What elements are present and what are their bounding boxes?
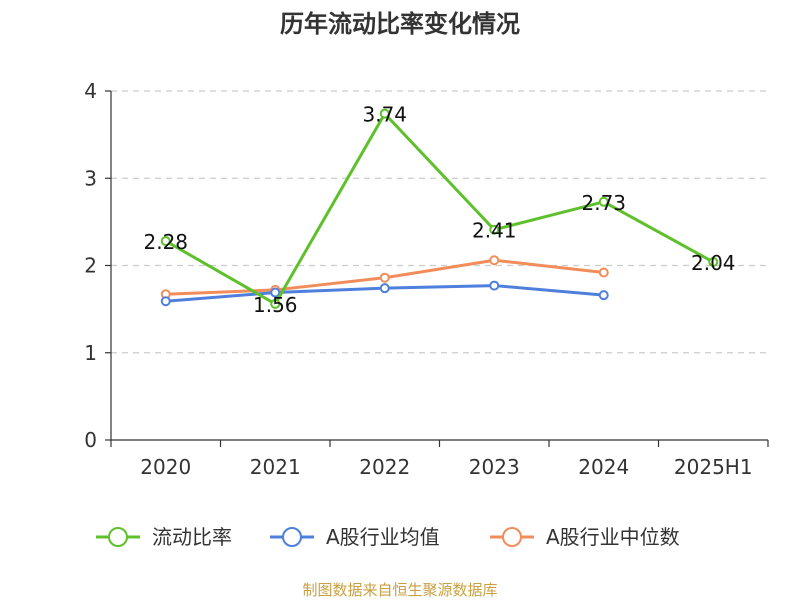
y-tick-label: 2 (84, 254, 97, 278)
source-note: 制图数据来自恒生聚源数据库 (302, 581, 497, 599)
data-point (160, 296, 171, 307)
data-label: 2.73 (581, 191, 626, 215)
data-point (489, 280, 500, 291)
data-label: 2.28 (143, 230, 188, 254)
data-label: 2.41 (472, 219, 517, 243)
x-tick-label: 2024 (578, 455, 629, 479)
y-tick-label: 1 (84, 341, 97, 365)
legend-label: A股行业中位数 (546, 525, 680, 549)
data-point (598, 267, 609, 278)
chart-title: 历年流动比率变化情况 (280, 10, 520, 38)
data-point (379, 108, 390, 119)
gridlines (111, 90, 768, 354)
legend-label: A股行业均值 (326, 525, 440, 549)
y-tick-label: 4 (84, 79, 97, 103)
series-line (165, 112, 714, 306)
x-tick-label: 2025H1 (674, 455, 753, 479)
data-point (379, 283, 390, 294)
axes: 0 1 2 3 4 2020 2021 2022 2023 2024 2025H1 (84, 79, 769, 479)
y-tick-label: 0 (84, 428, 97, 452)
x-tick-label: 2022 (359, 455, 410, 479)
legend-label: 流动比率 (152, 525, 232, 549)
legend-marker (282, 527, 302, 547)
legend-marker (502, 527, 522, 547)
data-point (489, 224, 500, 235)
data-point (160, 236, 171, 247)
data-point (270, 287, 281, 298)
data-point (598, 290, 609, 301)
data-point (489, 255, 500, 266)
series-layer (160, 108, 719, 309)
data-labels: 2.28 1.56 3.74 2.41 2.73 2.04 (143, 103, 735, 317)
legend: 流动比率 A股行业均值 A股行业中位数 (96, 525, 680, 549)
x-tick-label: 2020 (140, 455, 191, 479)
x-tick-label: 2021 (250, 455, 301, 479)
legend-marker (108, 527, 128, 547)
data-point (708, 257, 719, 268)
data-point (598, 196, 609, 207)
data-label: 2.04 (691, 251, 736, 275)
data-point (379, 272, 390, 283)
x-tick-label: 2023 (469, 455, 520, 479)
data-label: 1.56 (253, 293, 298, 317)
data-label: 3.74 (362, 103, 407, 127)
data-point (270, 298, 281, 309)
y-tick-label: 3 (84, 166, 97, 190)
